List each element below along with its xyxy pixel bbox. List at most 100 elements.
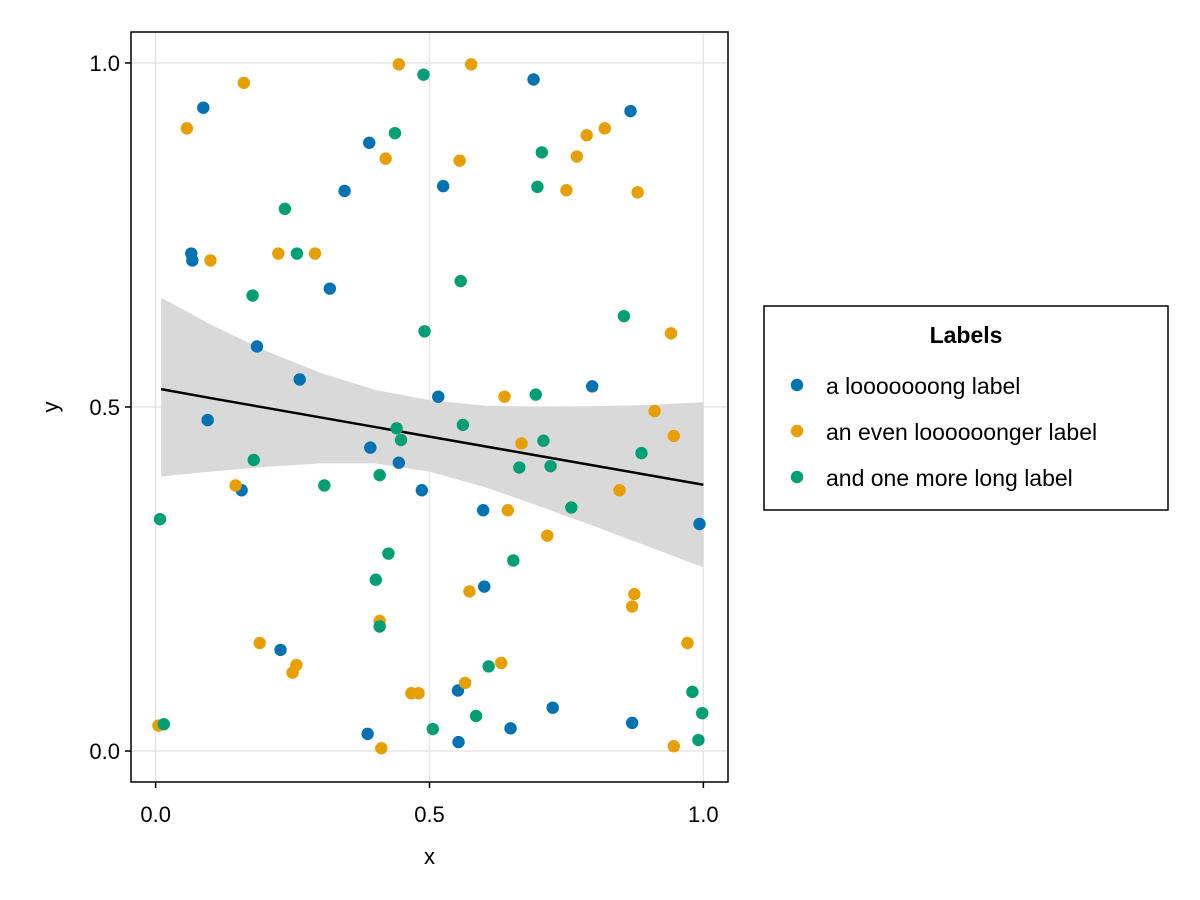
scatter-point xyxy=(201,413,214,427)
scatter-point xyxy=(495,656,508,670)
scatter-point xyxy=(412,687,425,700)
scatter-point xyxy=(667,429,680,443)
scatter-point xyxy=(501,504,515,517)
scatter-point xyxy=(693,517,706,531)
scatter-point xyxy=(153,512,167,526)
scatter-point xyxy=(253,636,266,650)
scatter-point xyxy=(432,390,445,403)
legend-marker xyxy=(790,424,804,438)
scatter-point xyxy=(390,422,403,435)
scatter-point xyxy=(531,180,544,194)
scatter-point xyxy=(469,709,483,723)
scatter-point xyxy=(250,340,264,353)
scatter-point xyxy=(452,735,465,749)
scatter-point xyxy=(237,76,251,90)
scatter-point xyxy=(463,585,476,598)
scatter-point xyxy=(388,126,402,140)
scatter-point xyxy=(323,282,337,295)
scatter-point xyxy=(515,437,528,450)
scatter-point xyxy=(507,554,520,567)
scatter-point xyxy=(426,722,439,736)
scatter-point xyxy=(667,740,680,753)
scatter-point xyxy=(631,186,644,199)
scatter-point xyxy=(456,418,470,432)
regression-line xyxy=(160,387,704,486)
scatter-point xyxy=(379,152,392,165)
scatter-point xyxy=(664,327,678,340)
legend-label: a looooooong label xyxy=(826,373,1020,399)
legend-items: a looooooong label an even loooooonger la… xyxy=(790,373,1097,491)
scatter-point xyxy=(585,380,599,393)
confidence-band-layer xyxy=(161,297,704,568)
scatter-point xyxy=(204,254,217,267)
scatter-point xyxy=(625,716,639,730)
scatter-point xyxy=(293,373,306,386)
points-layer xyxy=(152,58,709,755)
scatter-point xyxy=(598,122,611,135)
legend-marker xyxy=(790,378,804,392)
scatter-point xyxy=(382,547,395,560)
x-tick-label: 1.0 xyxy=(688,802,719,827)
scatter-point xyxy=(541,529,554,542)
y-tick-label: 0.5 xyxy=(89,395,120,420)
scatter-point xyxy=(318,479,331,492)
scatter-point xyxy=(290,658,303,672)
y-axis-label: y xyxy=(38,402,63,413)
scatter-point xyxy=(529,388,542,401)
scatter-point xyxy=(394,433,408,447)
legend-label: and one more long label xyxy=(826,465,1073,491)
legend-label: an even loooooonger label xyxy=(826,419,1097,445)
scatter-point xyxy=(338,184,351,198)
scatter-point xyxy=(624,104,637,118)
scatter-point xyxy=(373,468,386,482)
scatter-point xyxy=(278,202,292,216)
legend: Labels a looooooong label an even loooooo… xyxy=(763,305,1169,511)
scatter-point xyxy=(628,587,641,601)
scatter-point xyxy=(308,247,322,260)
x-tick-label: 0.0 xyxy=(140,802,171,827)
scatter-point xyxy=(157,718,171,731)
scatter-point xyxy=(544,459,557,473)
scatter-point xyxy=(290,247,304,260)
scatter-point xyxy=(696,706,709,720)
scatter-point xyxy=(229,479,242,492)
x-tick-label: 0.5 xyxy=(414,802,445,827)
scatter-point xyxy=(681,636,694,650)
scatter-point xyxy=(246,289,259,302)
scatter-point xyxy=(692,733,705,747)
x-axis-label: x xyxy=(424,844,435,869)
scatter-point xyxy=(364,441,377,454)
scatter-point xyxy=(648,404,661,418)
scatter-point xyxy=(375,742,388,755)
scatter-point xyxy=(613,484,626,497)
scatter-point xyxy=(535,146,548,159)
scatter-point xyxy=(436,179,450,193)
scatter-point xyxy=(476,504,490,517)
scatter-point xyxy=(453,154,466,167)
legend-frame xyxy=(763,305,1169,511)
scatter-point xyxy=(560,184,573,197)
legend-marker xyxy=(790,470,804,484)
scatter-point xyxy=(361,727,374,741)
scatter-point xyxy=(392,456,406,469)
scatter-point xyxy=(392,58,406,71)
scatter-point xyxy=(570,150,584,163)
scatter-point xyxy=(625,600,639,613)
legend-title: Labels xyxy=(930,322,1003,348)
scatter-point xyxy=(247,453,260,467)
y-tick-label: 0.0 xyxy=(89,739,120,764)
scatter-point xyxy=(417,68,430,81)
scatter-point xyxy=(373,620,386,633)
regression-line-layer xyxy=(160,387,704,486)
scatter-point xyxy=(186,254,199,267)
scatter-point xyxy=(363,136,376,149)
scatter-point xyxy=(454,274,467,288)
scatter-point xyxy=(513,461,526,474)
scatter-point xyxy=(686,685,699,699)
scatter-point xyxy=(369,573,383,586)
scatter-point xyxy=(617,309,631,323)
scatter-point xyxy=(418,325,431,338)
confidence-band xyxy=(161,297,704,568)
y-tick-label: 1.0 xyxy=(89,51,120,76)
scatter-point xyxy=(527,73,540,86)
